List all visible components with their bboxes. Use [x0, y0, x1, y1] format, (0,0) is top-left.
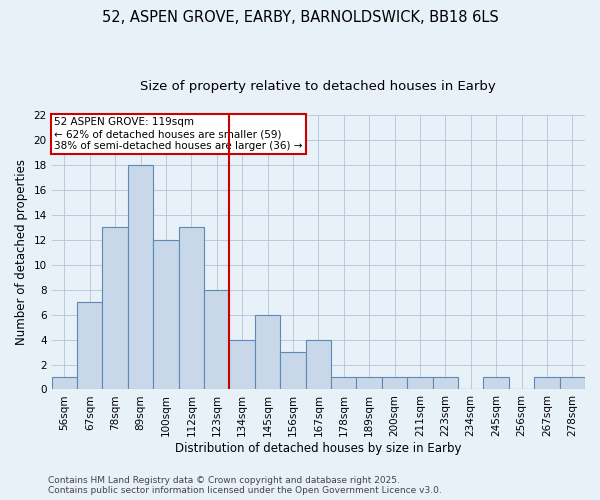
Bar [407, 377, 433, 390]
Text: 52 ASPEN GROVE: 119sqm
← 62% of detached houses are smaller (59)
38% of semi-det: 52 ASPEN GROVE: 119sqm ← 62% of detached… [54, 118, 303, 150]
Bar [255, 314, 280, 390]
Bar [331, 377, 356, 390]
Text: 52, ASPEN GROVE, EARBY, BARNOLDSWICK, BB18 6LS: 52, ASPEN GROVE, EARBY, BARNOLDSWICK, BB… [101, 10, 499, 25]
Bar [382, 377, 407, 390]
Bar [179, 228, 204, 390]
Title: Size of property relative to detached houses in Earby: Size of property relative to detached ho… [140, 80, 496, 93]
Bar [484, 377, 509, 390]
Bar [229, 340, 255, 390]
Bar [305, 340, 331, 390]
X-axis label: Distribution of detached houses by size in Earby: Distribution of detached houses by size … [175, 442, 461, 455]
Bar [153, 240, 179, 390]
Bar [77, 302, 103, 390]
Bar [356, 377, 382, 390]
Bar [560, 377, 585, 390]
Bar [204, 290, 229, 390]
Bar [52, 377, 77, 390]
Bar [103, 228, 128, 390]
Bar [280, 352, 305, 390]
Text: Contains HM Land Registry data © Crown copyright and database right 2025.
Contai: Contains HM Land Registry data © Crown c… [48, 476, 442, 495]
Bar [128, 165, 153, 390]
Bar [433, 377, 458, 390]
Y-axis label: Number of detached properties: Number of detached properties [15, 159, 28, 345]
Bar [534, 377, 560, 390]
